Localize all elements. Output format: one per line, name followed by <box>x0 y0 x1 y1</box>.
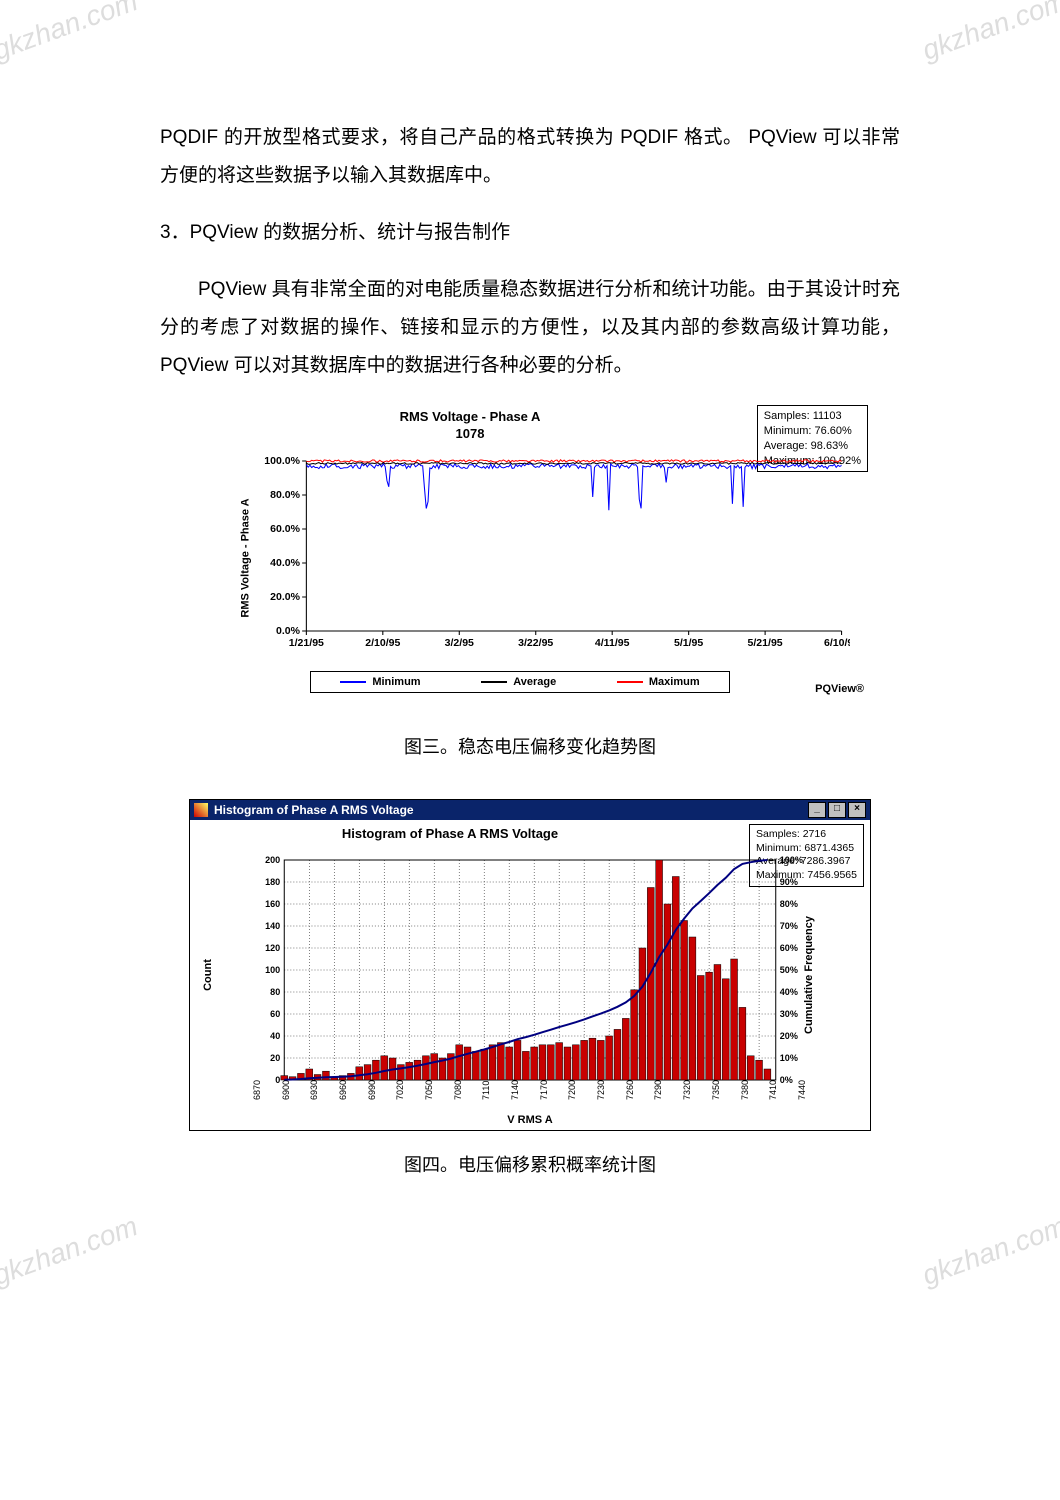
x-tick-label: 7320 <box>682 1080 692 1100</box>
chart-title: RMS Voltage - Phase A 1078 <box>190 409 750 443</box>
legend-item-min: Minimum <box>340 676 420 688</box>
svg-text:70%: 70% <box>780 921 798 931</box>
svg-text:20%: 20% <box>780 1031 798 1041</box>
window-icon <box>194 803 208 817</box>
window-close-button[interactable]: × <box>848 802 866 818</box>
paragraph: PQView 具有非常全面的对电能质量稳态数据进行分析和统计功能。由于其设计时充… <box>160 271 900 385</box>
stat-min: Minimum: 6871.4365 <box>756 842 857 856</box>
legend-item-avg: Average <box>481 676 556 688</box>
stat-avg: Average: 98.63% <box>764 439 861 454</box>
svg-text:10%: 10% <box>780 1053 798 1063</box>
x-tick-label: 7200 <box>567 1080 577 1100</box>
svg-text:60.0%: 60.0% <box>270 524 300 535</box>
section-heading: 3．PQView 的数据分析、统计与报告制作 <box>160 214 900 252</box>
chart-y-axis-label: RMS Voltage - Phase A <box>240 498 252 617</box>
x-tick-label: 7170 <box>539 1080 549 1100</box>
svg-text:100.0%: 100.0% <box>264 456 300 467</box>
svg-text:0: 0 <box>275 1075 280 1084</box>
stat-min: Minimum: 76.60% <box>764 424 861 439</box>
svg-text:2/10/95: 2/10/95 <box>365 638 400 649</box>
x-tick-label: 7020 <box>395 1080 405 1100</box>
window-title: Histogram of Phase A RMS Voltage <box>214 803 414 817</box>
paragraph: PQDIF 的开放型格式要求，将自己产品的格式转换为 PQDIF 格式。 PQV… <box>160 119 900 195</box>
histogram-title: Histogram of Phase A RMS Voltage <box>190 826 710 841</box>
x-tick-label: 6990 <box>367 1080 377 1100</box>
x-tick-label: 7290 <box>653 1080 663 1100</box>
svg-text:20: 20 <box>270 1053 280 1063</box>
svg-text:0.0%: 0.0% <box>276 626 300 637</box>
x-tick-label: 7230 <box>596 1080 606 1100</box>
svg-text:20.0%: 20.0% <box>270 592 300 603</box>
svg-text:90%: 90% <box>780 877 798 887</box>
svg-text:50%: 50% <box>780 965 798 975</box>
histogram-plot-area: 0 20 40 60 80 100 120 140 160 180 200 0% 10% 20% 30% 40… <box>248 856 812 1084</box>
legend-swatch-avg <box>481 681 507 683</box>
svg-text:100%: 100% <box>780 856 803 865</box>
stat-samples: Samples: 2716 <box>756 828 857 842</box>
chart-brand-label: PQView® <box>815 683 864 695</box>
histogram-window: Histogram of Phase A RMS Voltage _ □ × H… <box>189 799 871 1131</box>
svg-text:40.0%: 40.0% <box>270 558 300 569</box>
svg-text:3/22/95: 3/22/95 <box>518 638 553 649</box>
svg-text:60: 60 <box>270 1009 280 1019</box>
chart-plot-area: 0.0% 20.0% 40.0% 60.0% 80.0% 100.0% 1/21/95 2/1… <box>260 455 850 655</box>
histogram-y-left-label: Count <box>202 959 214 991</box>
histogram-window-titlebar: Histogram of Phase A RMS Voltage _ □ × <box>190 800 870 820</box>
svg-text:80: 80 <box>270 987 280 997</box>
legend-label-max: Maximum <box>649 676 700 688</box>
x-tick-label: 6930 <box>309 1080 319 1100</box>
svg-text:100: 100 <box>265 965 280 975</box>
x-tick-label: 7050 <box>424 1080 434 1100</box>
svg-text:3/2/95: 3/2/95 <box>445 638 475 649</box>
svg-text:5/1/95: 5/1/95 <box>674 638 704 649</box>
chart-legend: Minimum Average Maximum <box>310 671 730 693</box>
x-tick-label: 7440 <box>797 1080 807 1100</box>
svg-text:60%: 60% <box>780 943 798 953</box>
svg-text:200: 200 <box>265 856 280 865</box>
x-tick-label: 6900 <box>281 1080 291 1100</box>
chart-title-line2: 1078 <box>456 426 485 441</box>
svg-text:5/21/95: 5/21/95 <box>748 638 783 649</box>
window-maximize-button[interactable]: □ <box>828 802 846 818</box>
svg-text:30%: 30% <box>780 1009 798 1019</box>
x-tick-label: 7140 <box>510 1080 520 1100</box>
rms-voltage-chart: RMS Voltage - Phase A 1078 Samples: 1110… <box>190 403 870 713</box>
x-tick-label: 7110 <box>481 1081 491 1100</box>
x-tick-label: 6960 <box>338 1080 348 1100</box>
svg-text:180: 180 <box>265 877 280 887</box>
x-tick-label: 7260 <box>625 1080 635 1100</box>
window-minimize-button[interactable]: _ <box>808 802 826 818</box>
svg-text:80%: 80% <box>780 899 798 909</box>
figure-caption: 图三。稳态电压偏移变化趋势图 <box>160 733 900 759</box>
stat-samples: Samples: 11103 <box>764 409 861 424</box>
svg-text:140: 140 <box>265 921 280 931</box>
svg-text:80.0%: 80.0% <box>270 490 300 501</box>
histogram-x-label: V RMS A <box>190 1114 870 1126</box>
x-tick-label: 7080 <box>453 1080 463 1100</box>
x-tick-label: 6870 <box>252 1080 262 1100</box>
svg-text:6/10/95: 6/10/95 <box>824 638 850 649</box>
x-tick-label: 7410 <box>768 1080 778 1100</box>
legend-item-max: Maximum <box>617 676 700 688</box>
window-controls: _ □ × <box>808 802 866 818</box>
svg-text:1/21/95: 1/21/95 <box>289 638 324 649</box>
legend-label-min: Minimum <box>372 676 420 688</box>
svg-text:4/11/95: 4/11/95 <box>595 638 630 649</box>
chart-title-line1: RMS Voltage - Phase A <box>400 409 541 424</box>
legend-swatch-min <box>340 681 366 683</box>
svg-text:120: 120 <box>265 943 280 953</box>
svg-text:0%: 0% <box>780 1075 793 1084</box>
svg-text:160: 160 <box>265 899 280 909</box>
svg-text:40%: 40% <box>780 987 798 997</box>
legend-label-avg: Average <box>513 676 556 688</box>
x-tick-label: 7380 <box>740 1080 750 1100</box>
x-tick-label: 7350 <box>711 1080 721 1100</box>
svg-text:40: 40 <box>270 1031 280 1041</box>
document-page: PQDIF 的开放型格式要求，将自己产品的格式转换为 PQDIF 格式。 PQV… <box>0 0 1060 1317</box>
legend-swatch-max <box>617 681 643 683</box>
figure-caption: 图四。电压偏移累积概率统计图 <box>160 1151 900 1177</box>
